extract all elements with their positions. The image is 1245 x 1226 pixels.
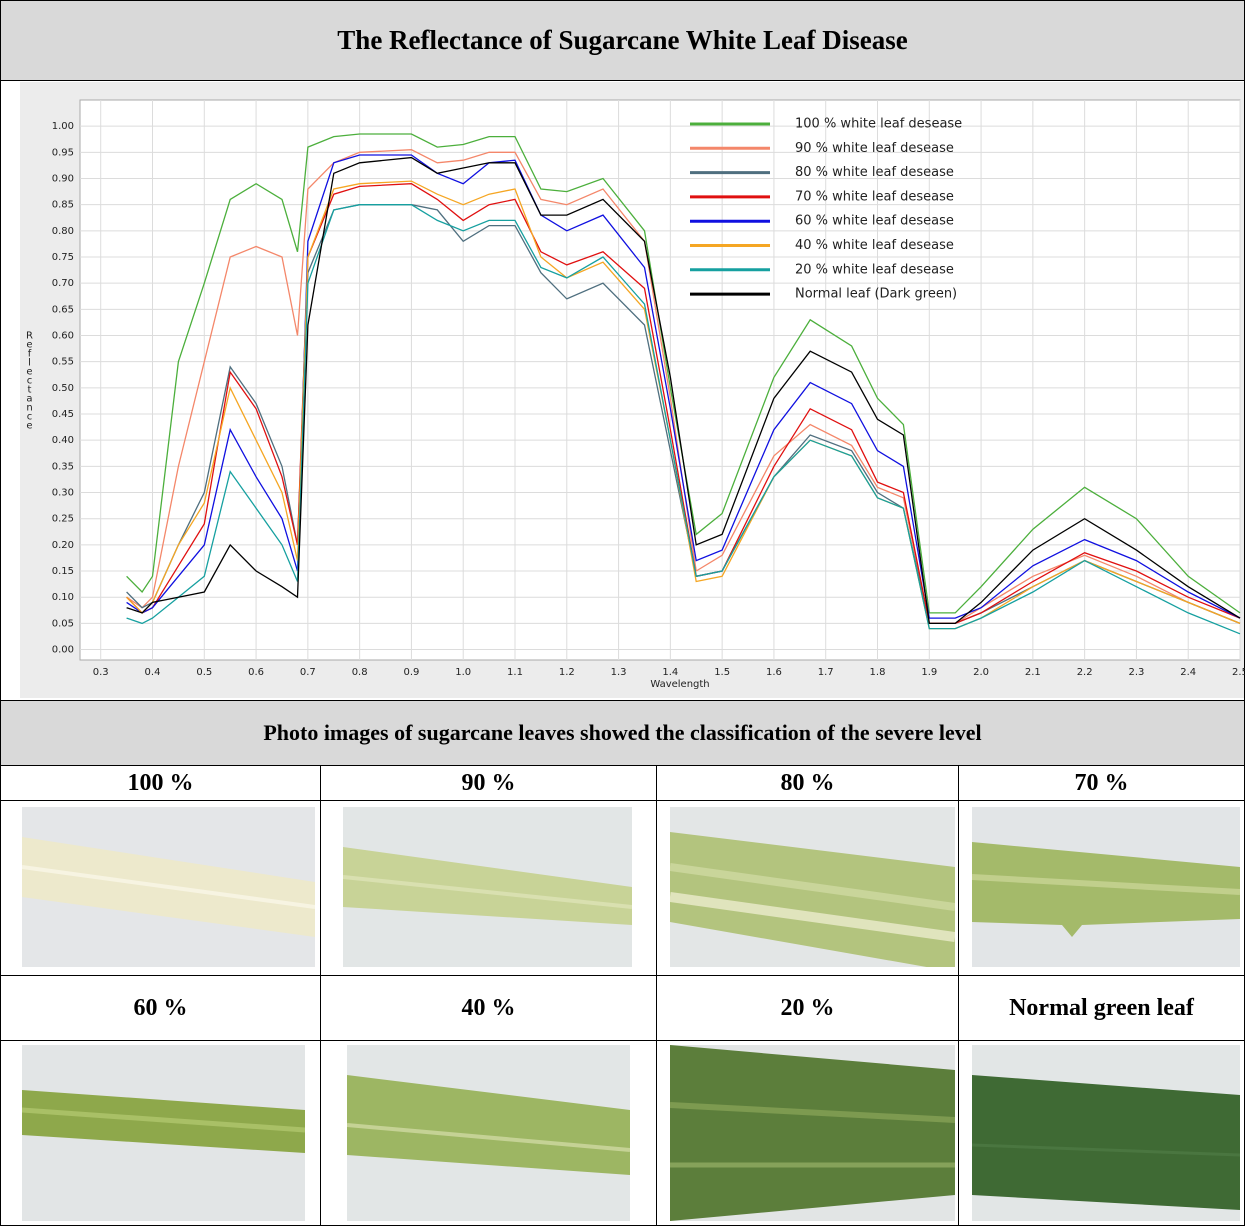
x-tick-label: 2.3 [1128, 667, 1144, 678]
y-tick-label: 0.95 [52, 147, 74, 158]
x-tick-label: 1.6 [766, 667, 782, 678]
x-tick-label: 1.9 [921, 667, 937, 678]
y-tick-label: 0.00 [52, 645, 74, 656]
y-tick-label: 0.75 [52, 252, 74, 263]
y-tick-label: 0.45 [52, 409, 74, 420]
y-tick-label: 0.10 [52, 592, 74, 603]
x-tick-label: 1.7 [818, 667, 834, 678]
x-tick-label: 1.2 [559, 667, 575, 678]
legend-label: 20 % white leaf desease [795, 262, 954, 277]
legend-label: 60 % white leaf desease [795, 214, 954, 229]
x-tick-label: 0.4 [145, 667, 161, 678]
y-tick-label: 0.55 [52, 357, 74, 368]
y-tick-label: 1.00 [52, 121, 74, 132]
photo-label: 60 % [0, 975, 321, 1041]
photo-label: 100 % [0, 765, 321, 801]
leaf-photo [22, 807, 315, 967]
x-tick-label: 0.6 [248, 667, 264, 678]
x-tick-label: 1.0 [455, 667, 471, 678]
photo-label: 80 % [656, 765, 959, 801]
x-tick-label: 2.5 [1232, 667, 1245, 678]
leaf-photo [343, 807, 632, 967]
leaf-photo [972, 1045, 1240, 1221]
y-tick-label: 0.50 [52, 383, 74, 394]
plot-area [79, 99, 1241, 661]
y-axis-label: Reflectance [24, 331, 35, 430]
photo-label: 90 % [320, 765, 657, 801]
y-tick-label: 0.70 [52, 278, 74, 289]
y-tick-label: 0.30 [52, 488, 74, 499]
x-tick-label: 2.1 [1025, 667, 1041, 678]
x-tick-label: 0.5 [196, 667, 212, 678]
legend-label: 70 % white leaf desease [795, 189, 954, 204]
legend-label: 90 % white leaf desease [795, 141, 954, 156]
x-axis-label: Wavelength [650, 679, 709, 690]
y-tick-label: 0.40 [52, 435, 74, 446]
title: The Reflectance of Sugarcane White Leaf … [0, 0, 1245, 81]
legend-label: 80 % white leaf desease [795, 165, 954, 180]
x-tick-label: 1.8 [870, 667, 886, 678]
photo-label: 20 % [656, 975, 959, 1041]
y-tick-label: 0.80 [52, 226, 74, 237]
x-tick-label: 1.4 [662, 667, 678, 678]
series-line [126, 133, 1241, 614]
photo-label: 70 % [958, 765, 1245, 801]
x-tick-label: 1.5 [714, 667, 730, 678]
y-tick-label: 0.35 [52, 461, 74, 472]
y-tick-label: 0.65 [52, 304, 74, 315]
photos-title: Photo images of sugarcane leaves showed … [0, 700, 1245, 766]
series-line [126, 156, 1241, 625]
x-tick-label: 1.1 [507, 667, 523, 678]
photo-label: Normal green leaf [958, 975, 1245, 1041]
leaf-photo [670, 807, 955, 967]
leaf-photo [972, 807, 1240, 967]
y-tick-label: 0.15 [52, 566, 74, 577]
series-line [126, 154, 1241, 619]
y-tick-label: 0.60 [52, 331, 74, 342]
x-tick-label: 0.7 [300, 667, 316, 678]
x-tick-label: 0.9 [403, 667, 419, 678]
y-tick-label: 0.85 [52, 200, 74, 211]
legend-label: Normal leaf (Dark green) [795, 287, 957, 302]
legend-label: 40 % white leaf desease [795, 238, 954, 253]
y-tick-label: 0.90 [52, 174, 74, 185]
y-tick-label: 0.05 [52, 618, 74, 629]
x-tick-label: 0.3 [93, 667, 109, 678]
series-line [126, 204, 1241, 635]
leaf-photo [670, 1045, 955, 1221]
photo-label: 40 % [320, 975, 657, 1041]
y-tick-label: 0.25 [52, 514, 74, 525]
y-tick-label: 0.20 [52, 540, 74, 551]
x-tick-label: 0.8 [352, 667, 368, 678]
leaf-photo [347, 1045, 630, 1221]
x-tick-label: 2.2 [1077, 667, 1093, 678]
leaf-photo [22, 1045, 305, 1221]
x-tick-label: 1.3 [611, 667, 627, 678]
x-tick-label: 2.4 [1180, 667, 1196, 678]
chart: Wavelength Reflectance 0.00 0.05 0.10 0.15 0… [20, 82, 1245, 698]
legend-label: 100 % white leaf desease [795, 117, 962, 132]
x-tick-label: 2.0 [973, 667, 989, 678]
